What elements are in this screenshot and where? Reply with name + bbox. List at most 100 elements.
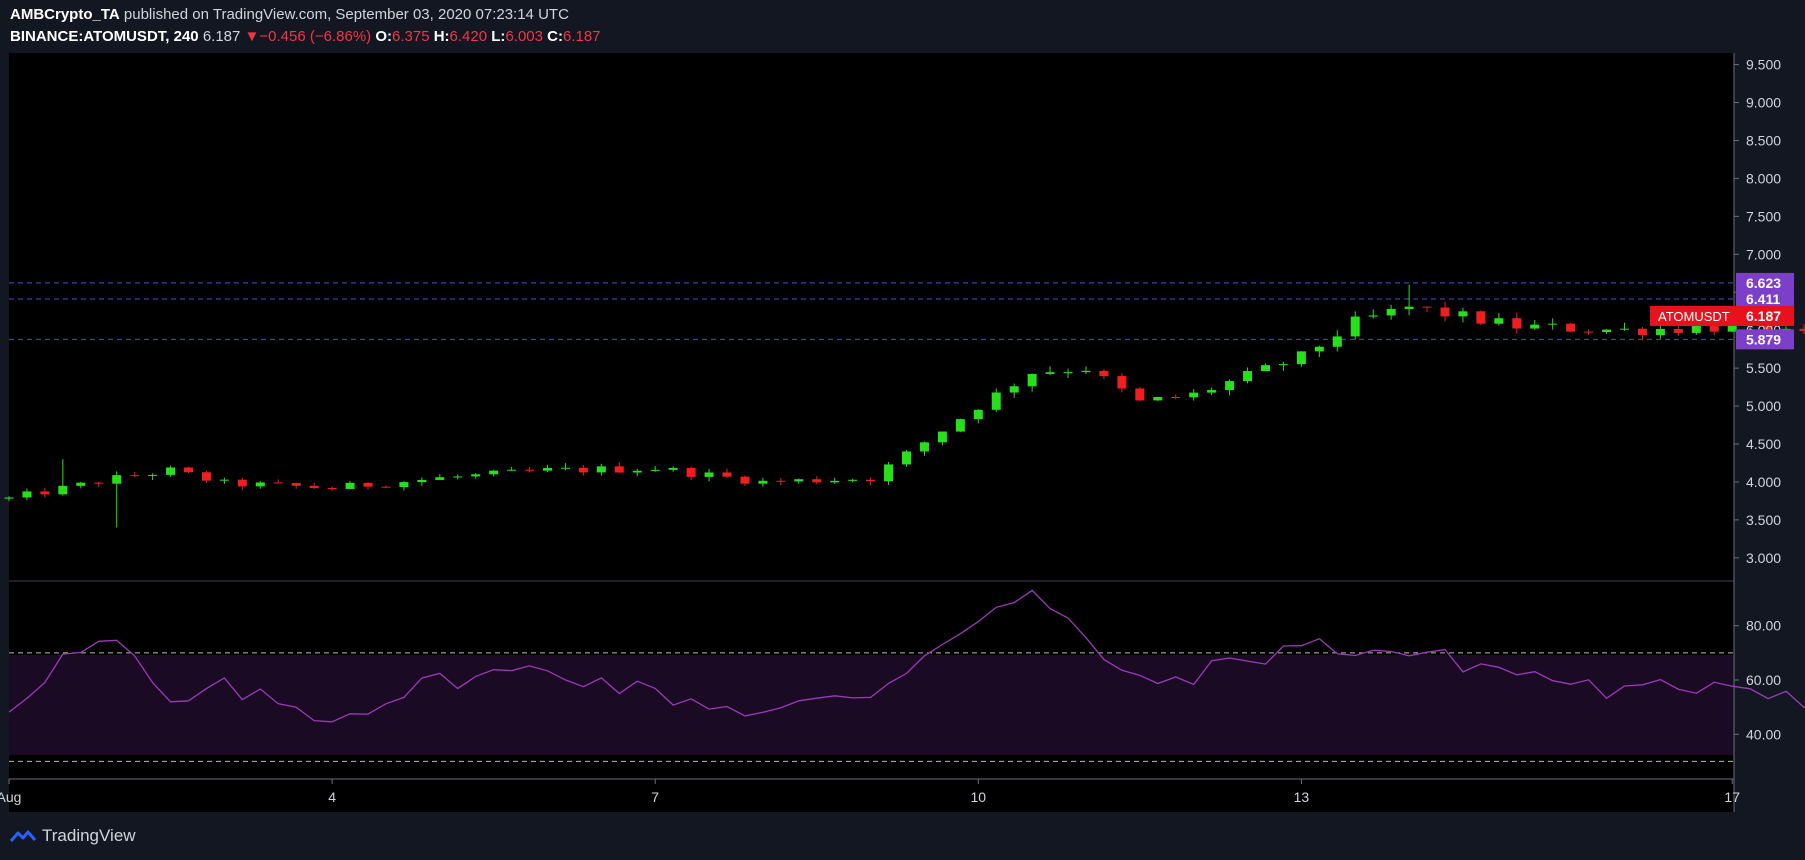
- candle-body: [1637, 328, 1647, 336]
- candle: [596, 463, 606, 476]
- time-tick-label: 17: [1724, 789, 1740, 805]
- candle: [1081, 366, 1091, 374]
- candle-body: [417, 479, 427, 483]
- candle-body: [219, 479, 229, 481]
- candle-body: [1458, 311, 1468, 317]
- candle-body: [1261, 365, 1270, 372]
- candle-body: [399, 482, 409, 488]
- low-value: 6.003: [505, 28, 543, 45]
- candle: [399, 481, 409, 491]
- rsi-line: [8, 589, 1805, 723]
- level-price-tag-text: 5.879: [1746, 331, 1781, 347]
- time-tick-label: 4: [328, 789, 336, 805]
- price-tick-label: 5.500: [1746, 360, 1781, 376]
- candle: [1512, 312, 1522, 334]
- candle: [130, 471, 140, 478]
- candle-body: [507, 469, 517, 471]
- candle: [1548, 318, 1558, 330]
- candle: [453, 474, 463, 480]
- close-label: C:: [547, 28, 563, 45]
- open-value: 6.375: [392, 28, 430, 45]
- candle-body: [148, 474, 158, 476]
- candle: [1189, 389, 1199, 401]
- candle-body: [22, 491, 32, 498]
- candle-body: [973, 409, 983, 420]
- candle-body: [937, 431, 947, 443]
- candle: [1278, 361, 1288, 371]
- candle: [1458, 307, 1468, 323]
- candle: [812, 476, 822, 485]
- author-name[interactable]: AMBCrypto_TA: [10, 6, 120, 23]
- candle: [866, 477, 876, 486]
- tradingview-logo-icon[interactable]: [10, 828, 36, 844]
- candle: [1350, 311, 1360, 340]
- price-tick-label: 3.500: [1746, 512, 1781, 528]
- candle: [1171, 394, 1181, 400]
- candle-body: [1763, 322, 1773, 335]
- candle: [1099, 369, 1109, 380]
- candle: [1117, 373, 1127, 393]
- candle: [1584, 329, 1594, 336]
- footer-brand[interactable]: TradingView: [42, 826, 136, 845]
- candle: [830, 477, 840, 484]
- candle-body: [578, 467, 588, 473]
- candle-body: [1727, 323, 1737, 332]
- level-price-tag-text: 6.623: [1746, 275, 1781, 291]
- candle: [955, 418, 965, 433]
- candle-body: [309, 485, 319, 489]
- price-tick-label: 8.000: [1746, 170, 1781, 186]
- time-tick-label: 7: [651, 789, 659, 805]
- candle-body: [1063, 372, 1073, 374]
- footer: TradingView: [10, 826, 136, 846]
- candle: [776, 477, 786, 486]
- candle-body: [866, 479, 876, 482]
- candle: [1009, 383, 1019, 398]
- symbol-label[interactable]: BINANCE:ATOMUSDT: [10, 28, 166, 45]
- candle-body: [1386, 308, 1396, 316]
- last-price-value: 6.187: [1746, 308, 1781, 324]
- candle: [991, 388, 1001, 412]
- interval-label: 240: [173, 28, 199, 45]
- candle: [560, 463, 570, 471]
- candle-body: [1350, 316, 1360, 337]
- candle-body: [1691, 325, 1701, 333]
- candle-body: [1027, 373, 1037, 387]
- candle-body: [812, 479, 822, 483]
- ohlc-line: BINANCE:ATOMUSDT, 240 6.187 ▼−0.456 (−6.…: [10, 28, 601, 45]
- high-value: 6.420: [449, 28, 488, 45]
- candle-body: [902, 451, 911, 465]
- level-price-tag: [1736, 288, 1794, 309]
- rsi-tick-label: 40.00: [1746, 726, 1781, 742]
- publish-line: AMBCrypto_TA published on TradingView.co…: [10, 6, 569, 23]
- candle: [58, 459, 68, 496]
- candle: [1566, 322, 1576, 333]
- candle-body: [4, 497, 14, 499]
- candle: [1476, 310, 1486, 326]
- candle-body: [1225, 381, 1235, 390]
- candle: [740, 475, 750, 486]
- candle: [1386, 304, 1396, 320]
- candle: [22, 488, 32, 501]
- price-tick-label: 8.500: [1746, 132, 1781, 148]
- level-price-tag: [1736, 272, 1794, 293]
- rsi-tick-label: 80.00: [1746, 618, 1781, 634]
- candle: [489, 469, 499, 477]
- candle-body: [40, 491, 50, 495]
- candle: [1296, 351, 1306, 367]
- candle-body: [1440, 307, 1450, 317]
- candle: [1368, 309, 1378, 319]
- rsi-band: [9, 655, 1734, 755]
- change-down-icon: ▼: [244, 28, 260, 45]
- close-value: 6.187: [562, 28, 601, 45]
- candle: [1153, 396, 1163, 402]
- last-price-tag: [1650, 305, 1794, 326]
- candle: [1332, 330, 1342, 352]
- candle-body: [291, 482, 301, 486]
- candle-body: [1243, 371, 1253, 382]
- candle-body: [560, 467, 570, 469]
- published-text: published on TradingView.com, September …: [123, 6, 569, 23]
- candle: [237, 477, 247, 491]
- candle-body: [1530, 324, 1540, 329]
- candle: [76, 481, 86, 489]
- candle-body: [1602, 329, 1612, 332]
